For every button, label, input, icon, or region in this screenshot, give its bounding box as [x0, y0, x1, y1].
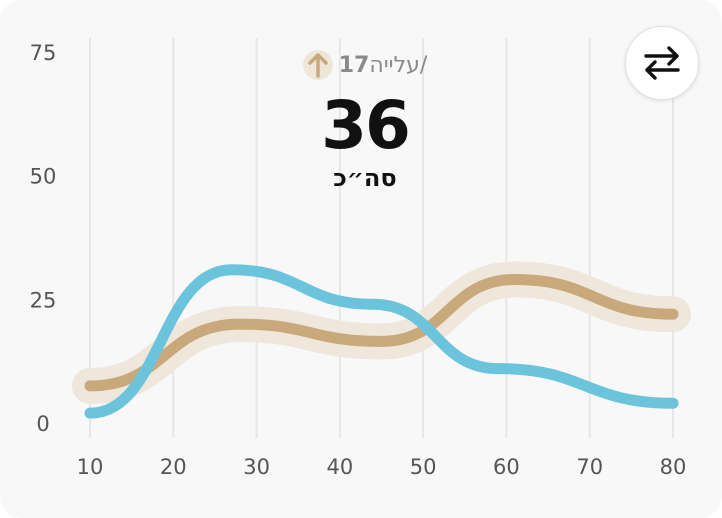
arrow-up-icon — [302, 50, 333, 80]
x-tick-label: 10 — [77, 455, 104, 479]
x-tick-label: 40 — [326, 455, 353, 479]
y-tick-label: 75 — [30, 41, 57, 65]
swap-arrows-icon — [644, 46, 680, 80]
series-line-blue[interactable] — [84, 264, 679, 419]
x-tick-label: 60 — [493, 455, 520, 479]
x-tick-label: 30 — [243, 455, 270, 479]
change-value: 17 — [338, 52, 370, 78]
change-label: /עלייה — [369, 52, 428, 78]
axis-tick-labels: 10 20 30 40 50 60 70 80 0 25 50 75 — [30, 41, 687, 479]
x-tick-label: 20 — [160, 455, 187, 479]
change-row: 17 /עלייה — [265, 44, 465, 86]
y-tick-label: 25 — [30, 288, 57, 312]
y-tick-label: 0 — [36, 412, 49, 436]
x-tick-label: 50 — [410, 455, 437, 479]
grid-lines — [89, 38, 674, 438]
total-label: סה״כ — [333, 164, 397, 192]
summary-header: 17 /עלייה 36 סה״כ — [265, 44, 465, 192]
series-lines — [72, 261, 691, 419]
y-tick-label: 50 — [30, 165, 57, 189]
swap-button[interactable] — [625, 26, 699, 100]
total-value: 36 — [321, 87, 411, 164]
series-line-brown[interactable] — [84, 273, 679, 392]
x-tick-label: 70 — [576, 455, 603, 479]
x-tick-label: 80 — [660, 455, 687, 479]
